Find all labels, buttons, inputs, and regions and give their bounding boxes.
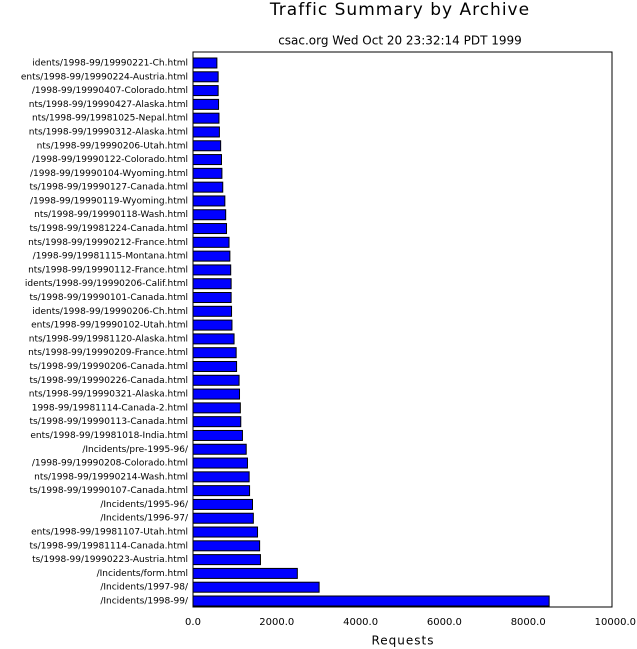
y-tick-label: ts/1998-99/19990101-Canada.html — [29, 293, 188, 303]
bar — [192, 57, 218, 69]
y-tick-label: nts/1998-99/19990118-Wash.html — [34, 210, 188, 220]
bar — [192, 264, 232, 276]
bar — [192, 374, 240, 386]
bar — [192, 250, 231, 262]
y-tick-label: /1998-99/19981115-Montana.html — [33, 252, 188, 262]
bar — [192, 236, 230, 248]
y-tick-label: /1998-99/19990104-Wyoming.html — [30, 169, 188, 179]
x-tick-label: 4000.0 — [343, 617, 378, 628]
y-tick-label: ts/1998-99/19990127-Canada.html — [29, 183, 188, 193]
x-tick-label: 10000.0 — [595, 617, 636, 628]
bar — [192, 457, 248, 469]
bar — [192, 98, 220, 110]
y-tick-label: /Incidents/1998-99/ — [100, 597, 189, 607]
bar — [192, 485, 251, 497]
bar — [192, 471, 250, 483]
bar — [192, 512, 254, 524]
y-tick-label: nts/1998-99/19990321-Alaska.html — [29, 390, 188, 400]
y-tick-label: /Incidents/1996-97/ — [100, 514, 189, 524]
bar — [192, 319, 233, 331]
bar — [192, 581, 320, 593]
y-tick-label: ts/1998-99/19990113-Canada.html — [29, 417, 188, 427]
bar — [192, 85, 219, 97]
y-tick-label: idents/1998-99/19990206-Ch.html — [32, 307, 188, 317]
bar — [192, 498, 253, 510]
y-tick-label: ts/1998-99/19990206-Canada.html — [29, 362, 188, 372]
y-tick-label: ents/1998-99/19990224-Austria.html — [21, 72, 188, 82]
y-tick-label: nts/1998-99/19990427-Alaska.html — [29, 100, 188, 110]
bar — [192, 167, 223, 179]
bar — [192, 443, 247, 455]
y-tick-label: nts/1998-99/19990206-Utah.html — [37, 141, 188, 151]
y-tick-label: ents/1998-99/19981018-India.html — [30, 431, 188, 441]
bar — [192, 388, 241, 400]
bar — [192, 278, 232, 290]
plot-frame — [192, 51, 613, 608]
bar — [192, 429, 243, 441]
bar — [192, 333, 235, 345]
bar — [192, 223, 228, 235]
y-tick-label: /Incidents/pre-1995-96/ — [82, 445, 189, 455]
bar — [192, 554, 261, 566]
bar — [192, 540, 261, 552]
x-tick-label: 2000.0 — [259, 617, 294, 628]
y-tick-label: /Incidents/1997-98/ — [100, 583, 189, 593]
bar — [192, 140, 222, 152]
bar — [192, 567, 298, 579]
y-tick-label: nts/1998-99/19990312-Alaska.html — [29, 127, 188, 137]
x-axis-label: Requests — [372, 634, 435, 648]
bar — [192, 347, 237, 359]
y-tick-label: nts/1998-99/19981025-Nepal.html — [32, 114, 188, 124]
x-tick-label: 6000.0 — [427, 617, 462, 628]
y-tick-label: idents/1998-99/19990221-Ch.html — [32, 59, 188, 69]
bar — [192, 195, 226, 207]
y-tick-label: nts/1998-99/19990112-France.html — [28, 265, 188, 275]
bar — [192, 292, 232, 304]
bar — [192, 154, 222, 166]
y-tick-label: ents/1998-99/19990102-Utah.html — [31, 321, 188, 331]
bar — [192, 71, 219, 83]
y-tick-label: nts/1998-99/19981120-Alaska.html — [29, 334, 188, 344]
y-tick-label: /1998-99/19990119-Wyoming.html — [30, 196, 188, 206]
bar — [192, 595, 550, 607]
y-tick-label: nts/1998-99/19990214-Wash.html — [34, 472, 188, 482]
chart-subtitle: csac.org Wed Oct 20 23:32:14 PDT 1999 — [278, 34, 522, 48]
bar — [192, 416, 242, 428]
y-tick-label: idents/1998-99/19990206-Calif.html — [25, 279, 188, 289]
y-tick-label: ts/1998-99/19990226-Canada.html — [29, 376, 188, 386]
x-tick-label: 0.0 — [185, 617, 201, 628]
bar — [192, 526, 259, 538]
bar — [192, 305, 233, 317]
y-tick-label: /1998-99/19990407-Colorado.html — [32, 86, 188, 96]
x-tick-label: 8000.0 — [511, 617, 546, 628]
y-tick-label: ts/1998-99/19981224-Canada.html — [29, 224, 188, 234]
y-tick-label: ents/1998-99/19981107-Utah.html — [31, 528, 188, 538]
bar — [192, 112, 220, 124]
bar — [192, 126, 220, 138]
y-tick-label: ts/1998-99/19990107-Canada.html — [29, 486, 188, 496]
y-tick-label: 1998-99/19981114-Canada-2.html — [32, 403, 188, 413]
chart-title: Traffic Summary by Archive — [269, 0, 530, 20]
y-tick-label: /Incidents/1995-96/ — [100, 500, 189, 510]
bar — [192, 360, 238, 372]
y-tick-label: ts/1998-99/19990223-Austria.html — [32, 555, 188, 565]
y-tick-label: nts/1998-99/19990212-France.html — [28, 238, 188, 248]
bar — [192, 181, 224, 193]
y-tick-label: /Incidents/form.html — [97, 569, 188, 579]
y-tick-label: /1998-99/19990208-Colorado.html — [32, 459, 188, 469]
y-tick-label: /1998-99/19990122-Colorado.html — [32, 155, 188, 165]
y-tick-label: ts/1998-99/19981114-Canada.html — [29, 541, 188, 551]
y-tick-label: nts/1998-99/19990209-France.html — [28, 348, 188, 358]
bar — [192, 402, 241, 414]
bar — [192, 209, 227, 221]
